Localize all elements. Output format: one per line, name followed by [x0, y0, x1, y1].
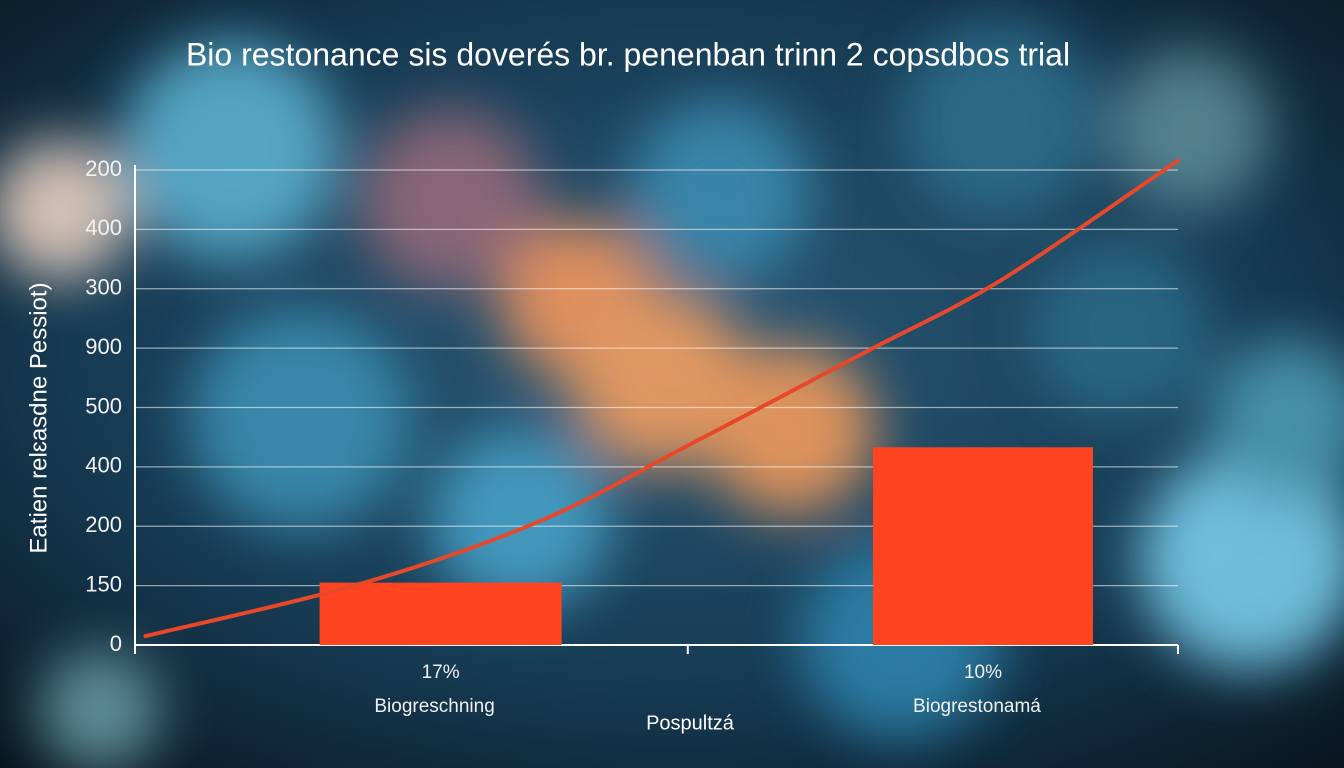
- x-tick-label: Biogreschning: [374, 696, 494, 717]
- y-tick-label: 200: [85, 156, 122, 181]
- y-tick-label: 150: [85, 571, 122, 596]
- bar: [872, 447, 1093, 645]
- trend-line: [143, 158, 1180, 639]
- category-label: 10%: [964, 662, 1002, 683]
- category-label: 17%: [422, 662, 460, 683]
- chart-title: Bio restonance sis doverés br. penenban …: [186, 36, 1070, 72]
- y-axis-title: Eatien relɛasdne Pessiot): [25, 282, 52, 553]
- x-axis-title: Pospultzá: [646, 712, 735, 734]
- bar: [319, 582, 562, 645]
- plot-area: 0 150 200 400 500 900 300 400 200 17% Biogreschnin…: [85, 156, 1180, 717]
- x-tick-label: Biogrestonamá: [913, 696, 1041, 717]
- y-tick-label: 200: [85, 512, 122, 537]
- y-tick-label: 400: [85, 215, 122, 240]
- y-tick-label: 400: [85, 453, 122, 478]
- y-tick-label: 900: [85, 334, 122, 359]
- y-tick-label: 300: [85, 275, 122, 300]
- y-tick-label: 500: [85, 393, 122, 418]
- y-tick-label: 0: [110, 631, 122, 656]
